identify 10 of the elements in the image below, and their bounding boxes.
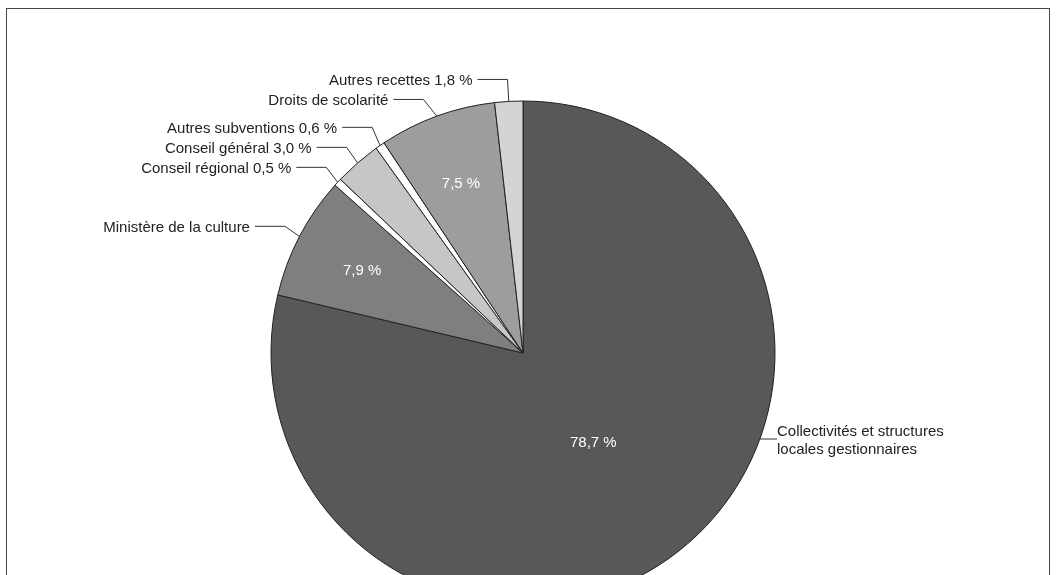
slice-label: Autres subventions 0,6 % [167, 118, 338, 136]
slice-label: Autres recettes 1,8 % [329, 70, 473, 88]
slice-label: Conseil général 3,0 % [164, 138, 312, 156]
data-label: 7,9 % [342, 260, 382, 278]
slice-label: Collectivités et structures locales gestionnaires [777, 421, 948, 457]
slice-label: Conseil régional 0,5 % [141, 158, 292, 176]
data-label: 78,7 % [569, 433, 617, 451]
data-label: 7,5 % [441, 173, 481, 191]
slice-label: Droits de scolarité [268, 90, 389, 108]
slice-label: Ministère de la culture [103, 217, 250, 235]
